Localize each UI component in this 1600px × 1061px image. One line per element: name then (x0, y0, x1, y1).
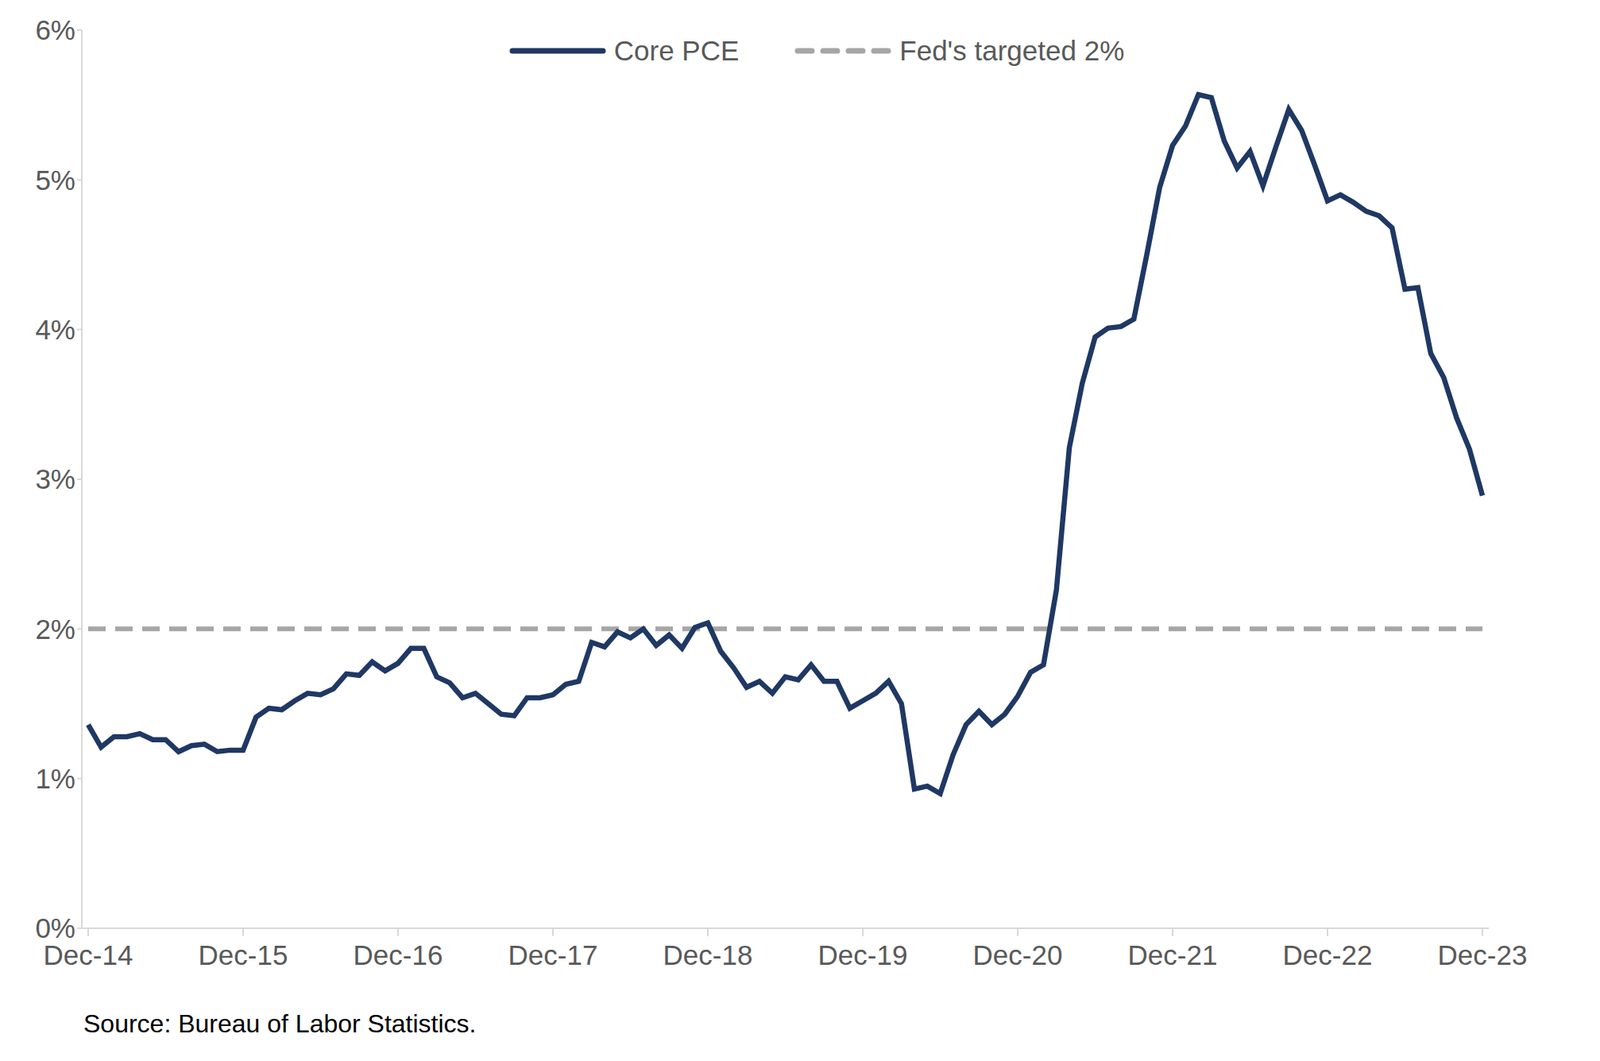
svg-text:Dec-21: Dec-21 (1128, 939, 1218, 971)
svg-text:4%: 4% (34, 313, 76, 345)
svg-text:5%: 5% (34, 164, 76, 196)
svg-text:Dec-14: Dec-14 (43, 939, 134, 971)
svg-text:2%: 2% (34, 613, 76, 645)
svg-text:0%: 0% (34, 912, 76, 943)
svg-text:3%: 3% (34, 463, 76, 495)
svg-text:Dec-23: Dec-23 (1437, 939, 1528, 971)
svg-text:Dec-16: Dec-16 (353, 939, 444, 971)
html-text:Core PCE: Core PCE (613, 34, 740, 66)
html-text:Source: Bureau of Labor Statis: Source: Bureau of Labor Statistics. (83, 1008, 477, 1038)
svg-text:Dec-18: Dec-18 (663, 939, 754, 971)
svg-text:Dec-19: Dec-19 (818, 939, 909, 971)
svg-text:1%: 1% (34, 762, 76, 794)
html-text:Fed's targeted 2%: Fed's targeted 2% (899, 34, 1125, 66)
svg-text:6%: 6% (34, 14, 76, 46)
svg-text:Dec-17: Dec-17 (508, 939, 599, 971)
svg-text:Dec-22: Dec-22 (1283, 939, 1373, 971)
svg-text:Dec-20: Dec-20 (973, 939, 1063, 971)
svg-text:Dec-15: Dec-15 (198, 939, 289, 971)
